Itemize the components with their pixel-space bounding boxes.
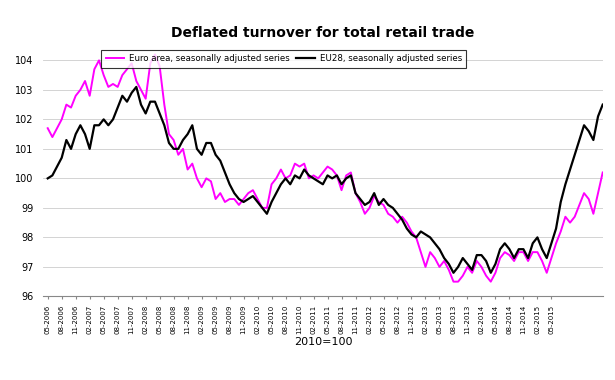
X-axis label: 2010=100: 2010=100 (293, 337, 352, 347)
EU28, seasonally adjusted series (450, 271, 457, 275)
Euro area, seasonally adjusted series (44, 126, 52, 130)
Euro area, seasonally adjusted series (431, 256, 438, 260)
Euro area, seasonally adjusted series (599, 170, 606, 175)
EU28, seasonally adjusted series (133, 85, 140, 89)
Euro area, seasonally adjusted series (357, 200, 364, 204)
Euro area, seasonally adjusted series (590, 212, 597, 216)
Euro area, seasonally adjusted series (492, 271, 499, 275)
Euro area, seasonally adjusted series (165, 132, 173, 136)
EU28, seasonally adjusted series (431, 241, 438, 245)
Title: Deflated turnover for total retail trade: Deflated turnover for total retail trade (171, 26, 475, 40)
EU28, seasonally adjusted series (198, 152, 205, 157)
Legend: Euro area, seasonally adjusted series, EU28, seasonally adjusted series: Euro area, seasonally adjusted series, E… (101, 50, 466, 68)
EU28, seasonally adjusted series (357, 197, 364, 201)
Euro area, seasonally adjusted series (450, 279, 457, 284)
Line: Euro area, seasonally adjusted series: Euro area, seasonally adjusted series (48, 54, 603, 282)
EU28, seasonally adjusted series (590, 138, 597, 142)
EU28, seasonally adjusted series (599, 102, 606, 107)
EU28, seasonally adjusted series (165, 141, 173, 145)
EU28, seasonally adjusted series (44, 176, 52, 180)
Line: EU28, seasonally adjusted series: EU28, seasonally adjusted series (48, 87, 603, 273)
Euro area, seasonally adjusted series (151, 52, 159, 57)
EU28, seasonally adjusted series (492, 262, 499, 266)
Euro area, seasonally adjusted series (198, 185, 205, 190)
